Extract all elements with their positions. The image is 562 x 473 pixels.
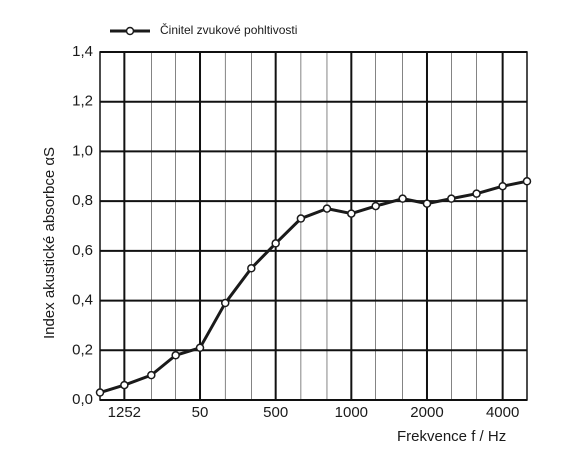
y-axis-title: Index akustické absorbce αS: [41, 147, 58, 339]
y-tick-label: 0,2: [72, 341, 93, 358]
x-tick-label: 500: [263, 404, 288, 421]
data-point: [147, 370, 156, 380]
data-point: [247, 264, 256, 273]
y-tick-label: 0,0: [72, 391, 93, 408]
data-point: [371, 201, 380, 211]
data-point: [271, 239, 280, 248]
y-tick-label: 0,8: [72, 192, 93, 209]
data-point: [322, 204, 332, 213]
legend-label: Činitel zvukové pohltivosti: [160, 22, 297, 37]
y-tick-label: 1,2: [72, 93, 93, 110]
x-tick-label: 4000: [486, 404, 519, 421]
data-line: [99, 179, 528, 394]
data-point: [220, 298, 230, 308]
y-tick-label: 0,6: [72, 242, 93, 259]
data-point: [347, 209, 356, 218]
data-point: [522, 177, 532, 186]
data-point: [195, 343, 205, 353]
data-point: [120, 380, 129, 390]
plot-frame: [99, 51, 528, 401]
data-point: [296, 214, 306, 223]
x-tick-label: 1252: [108, 404, 141, 421]
x-tick-label: 2000: [410, 404, 443, 421]
data-point: [447, 194, 456, 203]
y-tick-label: 0,4: [72, 292, 93, 309]
x-tick-label: 50: [192, 404, 209, 421]
data-point: [472, 189, 481, 198]
y-tick-label: 1,4: [72, 43, 93, 60]
x-tick-label: 1000: [335, 404, 368, 421]
data-point: [95, 388, 105, 397]
data-point: [498, 181, 507, 191]
data-point: [398, 194, 407, 203]
x-axis-title: Frekvence f / Hz: [397, 428, 506, 445]
data-point: [422, 199, 432, 208]
y-tick-label: 1,0: [72, 142, 93, 159]
legend-marker: [125, 26, 135, 36]
data-point: [171, 351, 180, 360]
